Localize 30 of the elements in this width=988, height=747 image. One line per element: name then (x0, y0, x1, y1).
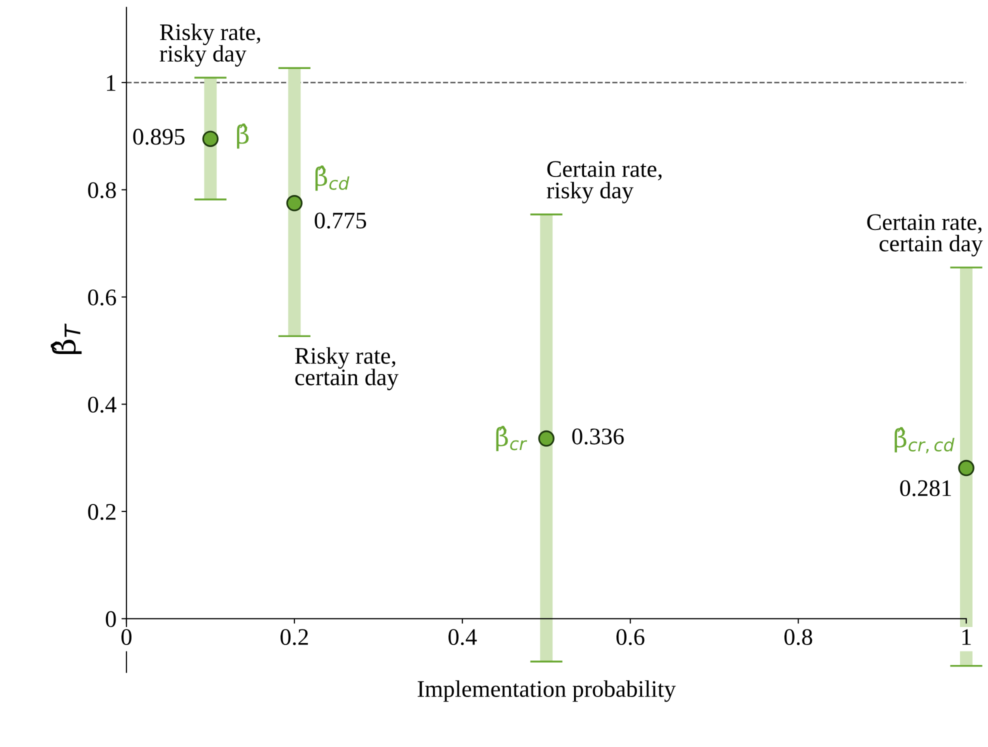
series-label: β̂$_{cr,cd}$ (894, 427, 954, 454)
x-tick-label: 0 (121, 629, 132, 646)
data-label: 0.281 (900, 480, 951, 496)
series-label: β̂$_{cr}$ (496, 426, 528, 452)
y-tick-label: 0.2 (88, 504, 116, 520)
x-tick-label: 1 (962, 629, 971, 645)
annotation: Certain rate, risky day (546, 161, 662, 204)
data-label: 0.895 (133, 128, 185, 145)
series-label: β̂$_{cd}$ (315, 166, 350, 191)
x-tick-label: 0.6 (616, 629, 644, 646)
series-label: β̂ (237, 123, 249, 149)
data-label: 0.336 (572, 428, 624, 445)
point (958, 460, 974, 476)
y-tick-label: 0.8 (88, 182, 116, 198)
x-axis-title: Implementation probability (418, 680, 676, 702)
point (286, 195, 303, 212)
x-tick-label: 0.8 (784, 629, 812, 646)
y-tick-label: 0.6 (88, 289, 116, 306)
x-tick-label: 0.2 (280, 629, 308, 646)
data-label: 0.775 (314, 212, 366, 229)
annotation: Risky rate, certain day (295, 347, 399, 390)
x-tick-label: 0.4 (448, 629, 477, 646)
y-tick-label: 0 (106, 611, 116, 628)
point (538, 430, 554, 447)
y-axis-title: β̂$_{T}$ (50, 324, 82, 354)
point (202, 130, 219, 147)
y-tick-label: 1 (107, 75, 116, 91)
y-tick-label: 0.4 (88, 396, 116, 413)
annotation: Risky rate, risky day (160, 24, 260, 67)
annotation: Certain rate, certain day (867, 214, 983, 256)
